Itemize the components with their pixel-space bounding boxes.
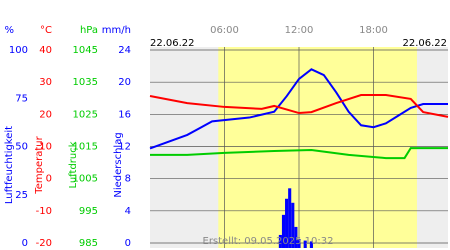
series-line	[150, 147, 448, 160]
y-tick-label: 50	[15, 142, 28, 153]
x-tick-label: 12:00	[285, 25, 314, 36]
y-tick-label: 24	[118, 45, 131, 56]
precip-bar	[278, 234, 282, 248]
axis-title: Luftdruck	[68, 141, 79, 188]
y-tick-label: 1045	[73, 45, 98, 56]
y-tick-label: -10	[36, 206, 52, 217]
y-tick-label: 20	[39, 109, 52, 120]
y-tick-label: 0	[22, 238, 28, 249]
y-tick-label: 20	[118, 77, 131, 88]
y-tick-label: 995	[79, 206, 98, 217]
axis-title: Niederschlag	[113, 132, 124, 197]
precip-bar	[291, 202, 295, 248]
y-tick-label: 1015	[73, 142, 98, 153]
precip-bar	[297, 238, 301, 248]
axis-title: Temperatur	[34, 135, 45, 194]
y-tick-label: 25	[15, 190, 28, 201]
precip-bar	[281, 214, 286, 248]
series-line	[149, 94, 449, 118]
series-line	[149, 68, 448, 150]
y-tick-label: 1035	[73, 77, 98, 88]
y-tick-label: 30	[39, 77, 52, 88]
x-tick-label: 06:00	[210, 25, 239, 36]
precip-bar	[285, 198, 289, 248]
y-tick-label: 0	[46, 174, 52, 185]
date-right: 22.06.22	[402, 38, 447, 49]
y-tick-label: -20	[36, 238, 52, 249]
y-tick-label: 4	[125, 206, 131, 217]
y-tick-label: 40	[39, 45, 52, 56]
date-left: 22.06.22	[150, 38, 195, 49]
y-tick-label: 1025	[73, 109, 98, 120]
y-tick-label: 100	[9, 45, 28, 56]
y-tick-label: 10	[39, 142, 52, 153]
daylight	[218, 47, 417, 248]
axis-unit: °C	[40, 25, 52, 36]
y-tick-label: 985	[79, 238, 98, 249]
precip-bar	[309, 241, 313, 248]
footnote: Erstellt: 09.05.2025 10:32	[203, 236, 334, 247]
axis-title: Luftfeuchtigkeit	[4, 126, 15, 204]
y-tick-label: 16	[118, 109, 131, 120]
y-tick-label: 1005	[73, 174, 98, 185]
y-tick-label: 8	[125, 174, 131, 185]
precip-bar	[288, 188, 292, 248]
axis-unit: %	[4, 25, 14, 36]
axis-unit: mm/h	[102, 25, 131, 36]
y-tick-label: 12	[118, 142, 131, 153]
y-tick-label: 0	[125, 238, 131, 249]
precip-bar	[294, 226, 298, 248]
precip-bar	[303, 240, 307, 248]
x-tick-label: 18:00	[359, 25, 388, 36]
axis-unit: hPa	[80, 25, 98, 36]
y-tick-label: 75	[15, 93, 28, 104]
